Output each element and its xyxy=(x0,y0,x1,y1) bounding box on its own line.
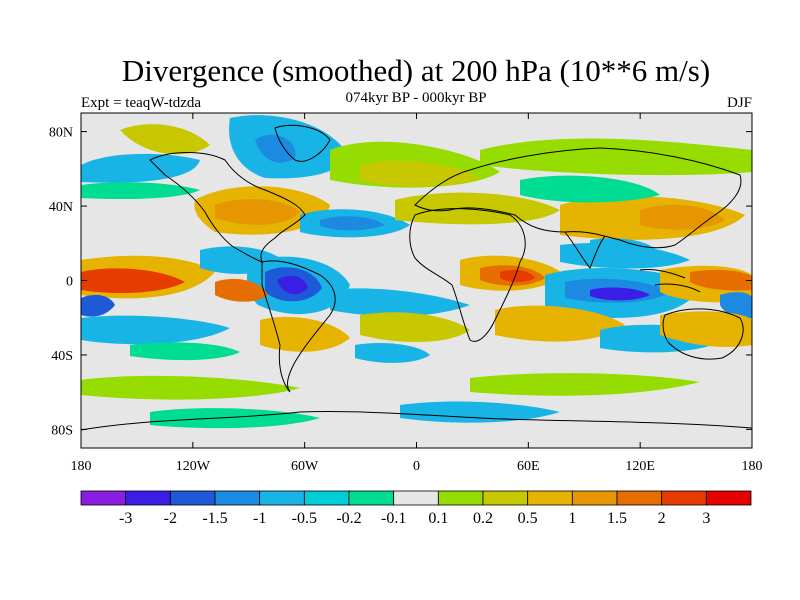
y-tick-label: 40N xyxy=(49,200,73,215)
colorbar-level-label: 0.2 xyxy=(473,510,493,527)
coast-maritime xyxy=(639,269,701,293)
colorbar-level-label: -1 xyxy=(253,510,266,527)
colorbar-level-label: 2 xyxy=(658,510,666,527)
x-tick-label: 0 xyxy=(413,459,420,474)
south-pacific-cyan xyxy=(81,315,230,345)
colorbar-swatch xyxy=(482,490,529,506)
colorbar-level-label: -0.5 xyxy=(292,510,317,527)
west-pacific-red xyxy=(690,269,752,291)
east-pacific-red-south xyxy=(215,278,268,302)
colorbar-level-label: -2 xyxy=(164,510,177,527)
south-atlantic-cyan xyxy=(355,343,430,363)
colorbar-level-label: 3 xyxy=(702,510,710,527)
east-asia-green xyxy=(520,175,660,203)
colorbar-swatch xyxy=(437,490,484,506)
coast-india xyxy=(564,231,606,269)
south-pacific-green xyxy=(130,342,240,361)
y-tick-label: 80N xyxy=(49,126,73,141)
coast-greenland xyxy=(274,124,331,162)
colorbar-swatch xyxy=(348,490,395,506)
coastlines xyxy=(81,124,752,431)
colorbar-level-label: 0.1 xyxy=(428,510,448,527)
west-pacific-blue xyxy=(720,292,752,319)
south-america-orange xyxy=(260,316,350,352)
north-pacific-cyan xyxy=(81,153,200,183)
australia-orange xyxy=(660,311,752,347)
x-tick-label: 60W xyxy=(291,459,319,474)
x-tick-label: 120W xyxy=(176,459,211,474)
colorbar-level-label: -0.2 xyxy=(336,510,361,527)
map-field xyxy=(81,113,752,448)
colorbar-swatch xyxy=(303,490,350,506)
y-tick-label: 40S xyxy=(51,349,73,364)
colorbar-swatch xyxy=(259,490,305,506)
colorbar-swatch xyxy=(393,490,439,506)
southern-ocean-cyan xyxy=(400,401,560,423)
eurasia-north-band xyxy=(480,138,752,176)
date-line-blue xyxy=(81,294,115,317)
y-tick-label: 0 xyxy=(66,275,73,290)
colorbar-swatch xyxy=(571,490,618,506)
colorbar-swatch xyxy=(527,490,573,506)
y-tick-label: 80S xyxy=(51,423,73,438)
colorbar-level-label: -1.5 xyxy=(202,510,227,527)
experiment-label: Expt = teaqW-tdzda xyxy=(81,95,201,111)
atlantic-subtropic-blue xyxy=(320,216,385,231)
arctic-greenland-core xyxy=(255,134,296,163)
colorbar-swatch xyxy=(705,490,752,506)
coast-europe-asia xyxy=(414,147,742,249)
coast-australia xyxy=(662,308,744,360)
colorbar-swatch xyxy=(661,490,707,506)
amazon-core xyxy=(277,275,308,295)
north-america-red xyxy=(215,199,300,225)
coast-south-america xyxy=(261,260,336,393)
x-tick-label: 120E xyxy=(625,459,655,474)
north-atlantic-yellow xyxy=(360,160,480,187)
coast-north-america xyxy=(149,152,306,263)
colorbar-level-label: -3 xyxy=(119,510,132,527)
colorbar-level-label: -0.1 xyxy=(381,510,406,527)
x-tick-label: 180 xyxy=(71,459,92,474)
colorbar-swatch xyxy=(125,490,171,506)
chart-title: Divergence (smoothed) at 200 hPa (10**6 … xyxy=(122,53,710,88)
antarctic-green xyxy=(150,408,320,429)
colorbar-level-label: 1.5 xyxy=(607,510,627,527)
colorbar-swatch xyxy=(80,490,127,506)
colorbar-level-label: 1 xyxy=(568,510,576,527)
southern-ocean-green-east xyxy=(470,373,700,396)
east-pacific-red xyxy=(81,268,185,294)
indian-ocean-core xyxy=(590,287,650,301)
alaska-yellow xyxy=(120,124,210,155)
colorbar-level-label: 0.5 xyxy=(518,510,538,527)
west-africa-red xyxy=(500,270,535,283)
atlantic-cyan xyxy=(330,288,470,317)
chart-subtitle: 074kyr BP - 000kyr BP xyxy=(345,90,486,106)
north-pacific-green xyxy=(81,182,200,200)
colorbar: -3 -2 -1.5 -1 -0.5 -0.2 -0.1 0.1 0.2 0.5 1 1.5 2 3 xyxy=(80,490,752,527)
colorbar-swatch xyxy=(169,490,216,506)
southern-africa-orange xyxy=(495,305,625,342)
coast-antarctica xyxy=(81,411,752,431)
maritime-continent-cyan xyxy=(590,238,665,267)
x-tick-label: 180 xyxy=(742,459,763,474)
x-tick-label: 60E xyxy=(517,459,540,474)
axes: 180 120W 60W 0 60E 120E 180 80N 40N 0 40S 80S xyxy=(49,113,763,474)
season-label: DJF xyxy=(727,95,752,111)
colorbar-swatch xyxy=(214,490,261,506)
south-atlantic-yellow xyxy=(360,312,470,342)
southern-ocean-green xyxy=(81,375,300,400)
coast-africa xyxy=(409,208,526,342)
colorbar-swatch xyxy=(616,490,663,506)
